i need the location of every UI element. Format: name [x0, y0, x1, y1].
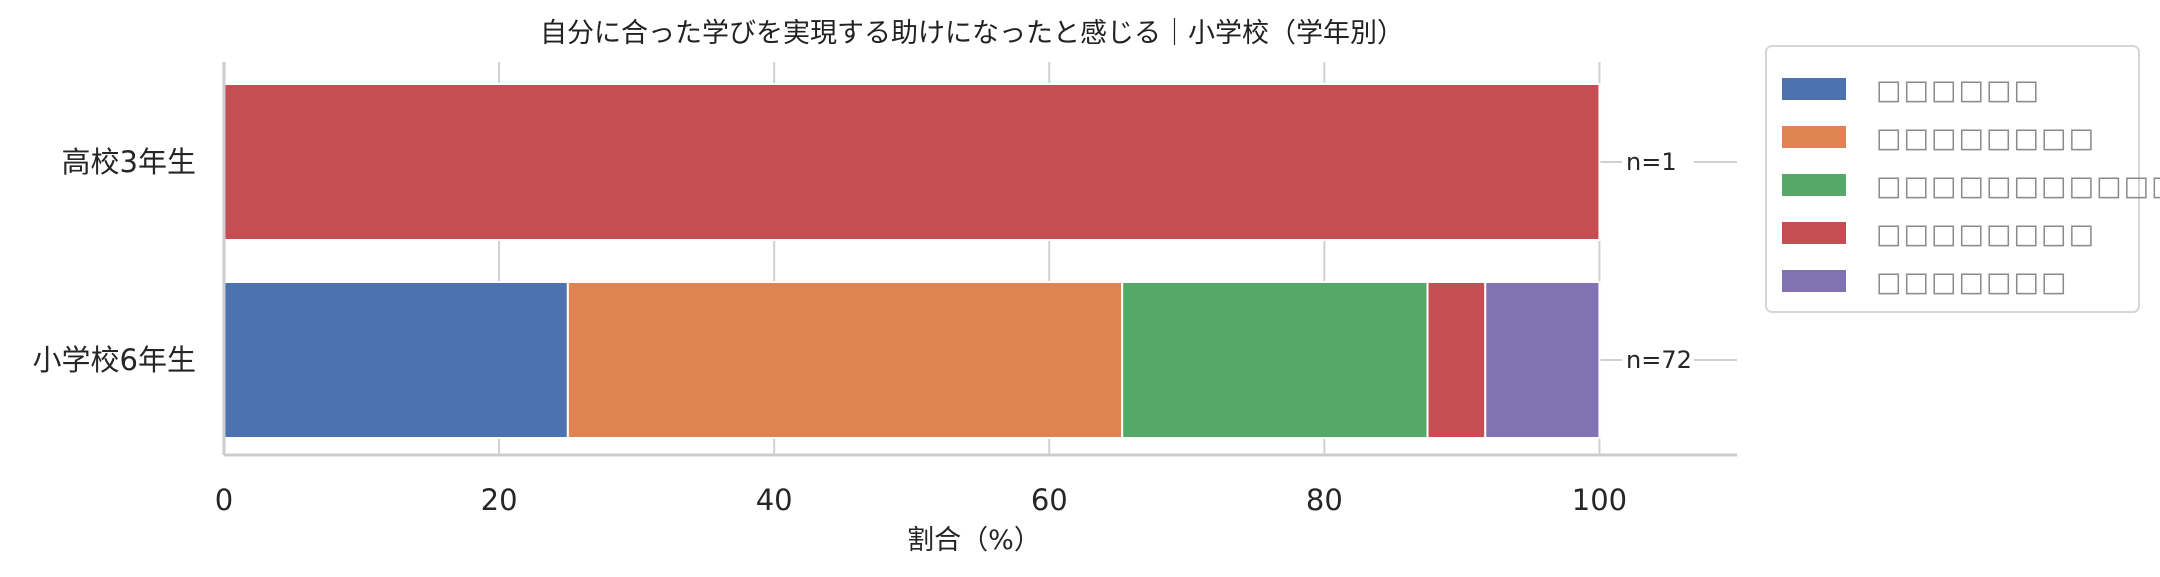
bar-segment — [223, 281, 569, 439]
n-label: n=1 — [1626, 148, 1677, 176]
x-tick-label: 60 — [1031, 483, 1068, 517]
y-category-label: 高校3年生 — [62, 145, 196, 179]
legend-label: □□□□□□□□□□□□ — [1876, 171, 2160, 202]
legend-label: □□□□□□ — [1876, 75, 2041, 106]
legend-box — [1765, 45, 2140, 313]
axes-layer — [222, 62, 1737, 457]
x-tick-label: 0 — [215, 483, 233, 517]
legend-swatch — [1782, 78, 1846, 100]
bar-segment — [566, 281, 1124, 439]
legend-swatch — [1782, 222, 1846, 244]
x-tick-label: 20 — [481, 483, 518, 517]
legend-label: □□□□□□□ — [1876, 267, 2069, 298]
x-tick-labels: 0 20 40 60 80 100 — [215, 483, 1627, 517]
bars-layer — [223, 83, 1601, 439]
legend-swatch — [1782, 174, 1846, 196]
bar-segment — [1484, 281, 1601, 439]
legend-label: □□□□□□□□ — [1876, 219, 2096, 250]
sample-size-labels: n=1 n=72 — [1622, 147, 1694, 375]
legend-swatch — [1782, 126, 1846, 148]
n-label-background — [1622, 147, 1694, 177]
y-category-label: 小学校6年生 — [33, 343, 196, 377]
chart-title: 自分に合った学びを実現する助けになったと感じる｜小学校（学年別） — [540, 18, 1404, 49]
bar-segment — [1121, 281, 1429, 439]
n-label: n=72 — [1626, 346, 1692, 374]
legend-swatch — [1782, 270, 1846, 292]
x-tick-label: 100 — [1572, 483, 1627, 517]
n-label-background — [1622, 345, 1694, 375]
legend: □□□□□□□□□□□□□□□□□□□□□□□□□□□□□□□□□□□□□□□□… — [1765, 45, 2160, 313]
x-tick-label: 40 — [756, 483, 793, 517]
bar-segment — [1426, 281, 1487, 439]
bar-segment — [223, 83, 1601, 241]
x-axis-label: 割合（%） — [907, 525, 1041, 556]
legend-label: □□□□□□□□ — [1876, 123, 2096, 154]
x-tick-label: 80 — [1306, 483, 1343, 517]
